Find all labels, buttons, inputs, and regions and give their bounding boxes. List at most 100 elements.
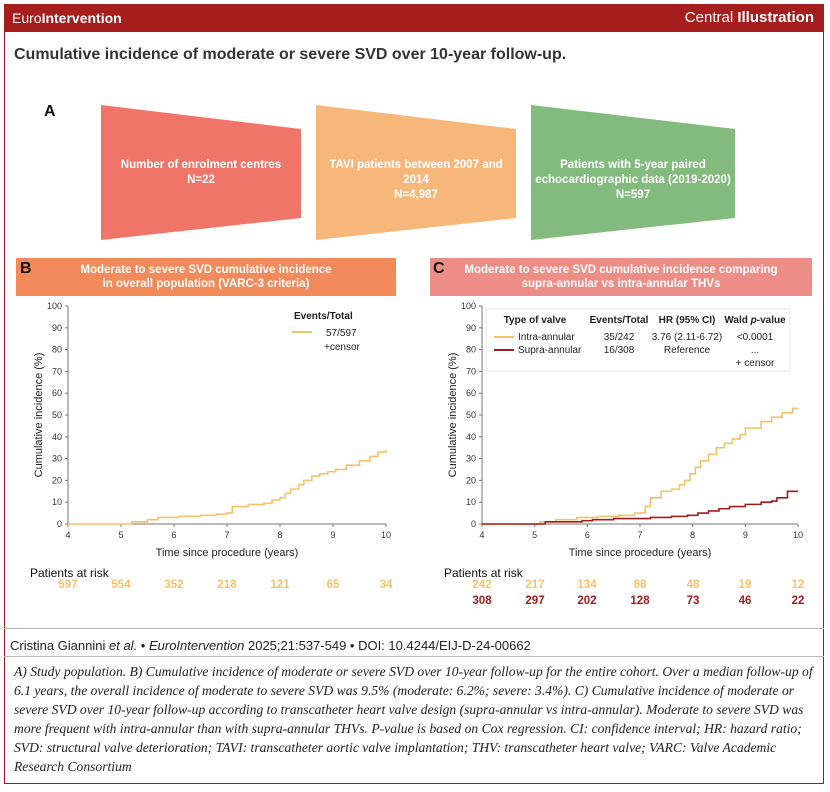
- chart-c-x-tick-label: 10: [793, 530, 803, 540]
- citation-divider-bottom: [4, 656, 824, 657]
- chart-b-y-tick-label: 50: [52, 410, 62, 420]
- chart-b-y-tick-label: 10: [52, 497, 62, 507]
- chart-b-x-tick-label: 10: [381, 530, 391, 540]
- chart-b-x-tick-label: 7: [224, 530, 229, 540]
- risk-c-supra-value: 46: [738, 595, 752, 607]
- flow-step-tavi-patients: [316, 105, 516, 240]
- legend-c-intra-hr: 3.76 (2.11-6.72): [652, 332, 722, 343]
- citation: Cristina Giannini et al. • EuroIntervent…: [10, 638, 531, 653]
- chart-b-y-tick-label: 80: [52, 345, 62, 355]
- chart-b-x-tick-label: 6: [171, 530, 176, 540]
- chart-b-x-tick-label: 5: [118, 530, 123, 540]
- risk-c-supra-value: 22: [791, 595, 805, 607]
- legend-c-supra-name: Supra-annular: [518, 345, 582, 356]
- panel-c-title-box: Moderate to severe SVD cumulative incide…: [430, 258, 812, 296]
- panel-a-flow: [101, 105, 735, 240]
- flow-step-tavi-text: TAVI patients between 2007 and 2014 N=4,9…: [329, 159, 503, 201]
- legend-c-header-type: Type of valve: [504, 315, 567, 326]
- risk-b-value: 554: [111, 579, 131, 591]
- chart-c-x-tick-label: 7: [637, 530, 642, 540]
- legend-c-supra-p: ...: [751, 345, 759, 356]
- risk-b-value: 218: [217, 579, 237, 591]
- flow-step-paired-data: [531, 105, 735, 240]
- chart-c-x-tick-label: 4: [479, 530, 484, 540]
- journal-brand: EuroIntervention: [12, 10, 122, 26]
- chart-c-y-tick-label: 40: [466, 432, 476, 442]
- risk-b-value: 597: [58, 579, 78, 591]
- chart-b-y-tick-label: 100: [47, 301, 62, 311]
- risk-b-value: 121: [270, 579, 290, 591]
- risk-c-supra-value: 202: [577, 595, 597, 607]
- chart-c-y-tick-label: 100: [461, 301, 476, 311]
- chart-c-y-tick-label: 50: [466, 410, 476, 420]
- risk-c-supra-value: 73: [686, 595, 700, 607]
- flow-step-paired-text: Patients with 5-year paired echocardiogra…: [535, 159, 731, 201]
- risk-b-value: 65: [326, 579, 340, 591]
- main-title: Cumulative incidence of moderate or seve…: [14, 46, 567, 63]
- chart-b-x-axis-label: Time since procedure (years): [156, 547, 299, 559]
- legend-b-censor: +censor: [324, 342, 361, 353]
- legend-c-supra-hr: Reference: [664, 345, 711, 356]
- risk-b-value: 34: [379, 579, 393, 591]
- chart-c-y-tick-label: 30: [466, 454, 476, 464]
- legend-c-intra-events: 35/242: [604, 332, 635, 343]
- chart-c-series-line-1: [482, 407, 798, 525]
- chart-c-y-tick-label: 80: [466, 345, 476, 355]
- risk-c-intra-value: 134: [577, 579, 597, 591]
- chart-b-series-line-1: [68, 449, 387, 525]
- risk-c-intra-value: 12: [791, 579, 805, 591]
- chart-c-y-tick-label: 60: [466, 388, 476, 398]
- risk-c-title: Patients at risk: [444, 566, 523, 580]
- legend-b-value: 57/597: [326, 328, 357, 339]
- chart-c-x-tick-label: 6: [585, 530, 590, 540]
- header-bar: EuroIntervention Central Illustration: [4, 4, 824, 32]
- legend-c-header-events: Events/Total: [590, 315, 649, 326]
- risk-c-intra-value: 48: [686, 579, 700, 591]
- risk-c-supra-value: 308: [472, 595, 492, 607]
- legend-c-censor: + censor: [736, 358, 775, 369]
- chart-b-y-tick-label: 60: [52, 388, 62, 398]
- legend-c-intra-name: Intra-annular: [518, 332, 575, 343]
- central-illustration-label: Central Illustration: [684, 9, 814, 26]
- legend-c-box: [485, 308, 791, 372]
- figure-caption: A) Study population. B) Cumulative incid…: [14, 664, 813, 774]
- flow-step-centres: [101, 105, 301, 240]
- chart-b-y-tick-label: 30: [52, 454, 62, 464]
- chart-c-series-line-2: [482, 490, 798, 525]
- risk-c-intra-value: 88: [633, 579, 647, 591]
- chart-b-x-tick-label: 9: [330, 530, 335, 540]
- chart-b-x-tick-label: 4: [65, 530, 70, 540]
- chart-c-x-tick-label: 5: [532, 530, 537, 540]
- legend-b: Events/Total 57/597 +censor: [292, 311, 361, 353]
- chart-c-y-tick-label: 0: [471, 519, 476, 529]
- risk-b-value: 352: [164, 579, 184, 591]
- chart-c-y-tick-label: 20: [466, 475, 476, 485]
- risk-c-intra-value: 242: [472, 579, 492, 591]
- chart-c-y-axis-label: Cumulative incidence (%): [447, 353, 459, 478]
- risk-c-supra-value: 128: [630, 595, 650, 607]
- risk-b-title: Patients at risk: [30, 566, 109, 580]
- legend-c: Type of valve Events/Total HR (95% CI) W…: [485, 308, 791, 372]
- panel-b-title-box: Moderate to severe SVD cumulative incide…: [16, 258, 396, 296]
- citation-divider-top: [4, 628, 824, 629]
- chart-b-y-tick-label: 90: [52, 323, 62, 333]
- chart-c-x-axis-label: Time since procedure (years): [569, 547, 712, 559]
- legend-b-header: Events/Total: [294, 311, 353, 322]
- risk-c-intra-value: 217: [525, 579, 545, 591]
- chart-c-y-tick-label: 90: [466, 323, 476, 333]
- chart-c-x-tick-label: 8: [690, 530, 695, 540]
- panel-b-letter: B: [20, 260, 32, 277]
- chart-b-y-tick-label: 0: [57, 519, 62, 529]
- legend-c-supra-events: 16/308: [604, 345, 635, 356]
- legend-c-header-hr: HR (95% CI): [659, 315, 716, 326]
- flow-step-centres-text: Number of enrolment centres N=22: [120, 159, 282, 186]
- risk-c-supra-value: 297: [525, 595, 545, 607]
- chart-c-y-tick-label: 70: [466, 366, 476, 376]
- chart-b-y-tick-label: 20: [52, 475, 62, 485]
- legend-c-intra-p: <0.0001: [737, 332, 774, 343]
- chart-b-y-tick-label: 40: [52, 432, 62, 442]
- chart-b-x-tick-label: 8: [277, 530, 282, 540]
- chart-b-y-tick-label: 70: [52, 366, 62, 376]
